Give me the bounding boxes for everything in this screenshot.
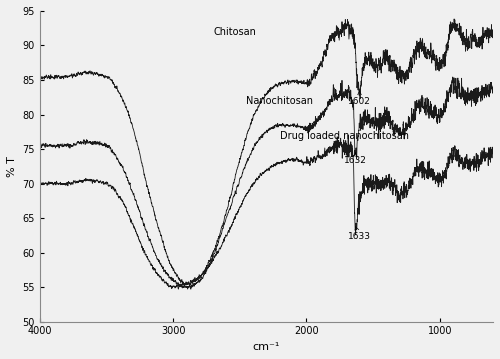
X-axis label: cm⁻¹: cm⁻¹ xyxy=(253,342,280,352)
Text: Nanochitosan: Nanochitosan xyxy=(246,96,314,106)
Text: 1632: 1632 xyxy=(344,153,367,165)
Text: Drug loaded nanochitosan: Drug loaded nanochitosan xyxy=(280,131,409,141)
Text: 1633: 1633 xyxy=(348,227,372,241)
Text: Chitosan: Chitosan xyxy=(213,27,256,37)
Y-axis label: % T: % T xyxy=(7,156,17,177)
Text: 1602: 1602 xyxy=(348,91,371,106)
